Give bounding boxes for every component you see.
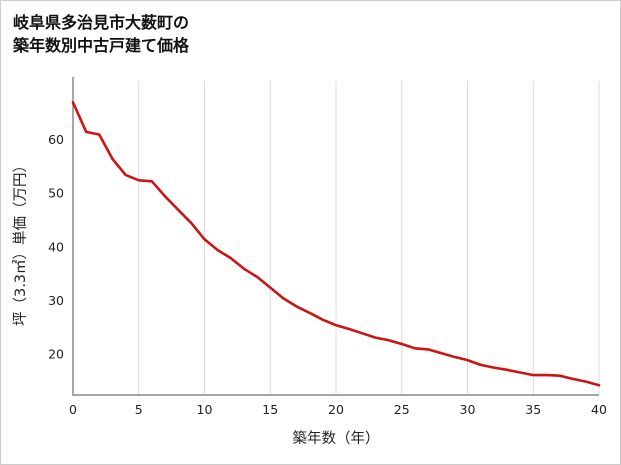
y-tick-label: 50 xyxy=(48,186,64,201)
chart-title-line1: 岐阜県多治見市大薮町の xyxy=(13,13,190,32)
chart-title-line2: 築年数別中古戸建て価格 xyxy=(13,36,190,55)
y-tick-label: 40 xyxy=(48,239,64,254)
y-tick-label: 30 xyxy=(48,293,64,308)
chart-title: 岐阜県多治見市大薮町の 築年数別中古戸建て価格 xyxy=(13,11,620,57)
price-line xyxy=(71,101,601,387)
y-axis-title: 坪（3.3㎡）単価（万円） xyxy=(12,158,29,326)
price-line-chart: 20 30 40 50 60 0 5 10 15 20 25 30 35 40 築年数（年） 坪（3.3㎡）単… xyxy=(12,77,607,447)
chart-area: 20 30 40 50 60 0 5 10 15 20 25 30 35 40 築年数（年） 坪（3.3㎡）単… xyxy=(1,67,620,464)
x-tick-label: 5 xyxy=(135,402,143,417)
y-tick-label: 20 xyxy=(48,347,64,362)
x-tick-label: 0 xyxy=(69,402,77,417)
x-tick-label: 40 xyxy=(591,402,607,417)
x-tick-label: 10 xyxy=(197,402,213,417)
x-tick-label: 15 xyxy=(262,402,278,417)
x-tick-label: 30 xyxy=(460,402,476,417)
x-tick-label: 35 xyxy=(525,402,541,417)
x-tick-label: 25 xyxy=(394,402,410,417)
y-tick-label: 60 xyxy=(48,132,64,147)
x-tick-label: 20 xyxy=(328,402,344,417)
x-axis-title: 築年数（年） xyxy=(293,429,380,447)
